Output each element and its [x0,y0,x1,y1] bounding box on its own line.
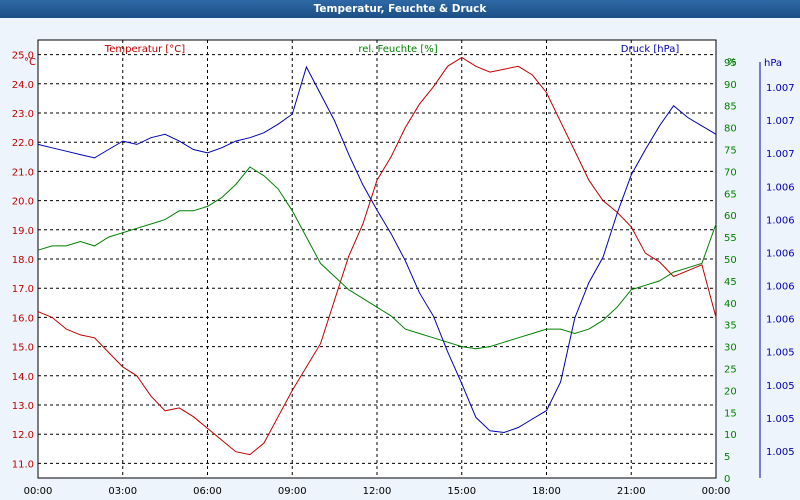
temperature-tick-label: 11.0 [12,459,34,470]
pressure-tick-label: 1.006 [766,248,795,259]
pressure-axis-unit: hPa [764,58,782,69]
pressure-tick-label: 1.006 [766,215,795,226]
humidity-line [37,166,717,350]
x-tick-time-label: 09:00 [278,486,307,497]
x-tick-time-label: 00:00 [702,486,731,497]
temperature-line [37,56,717,456]
temperature-tick-label: 14.0 [12,372,34,383]
pressure-series-label: Druck [hPa] [621,44,680,55]
pressure-tick-label: 1.005 [766,348,795,359]
x-tick-time-label: 15:00 [447,486,476,497]
temperature-tick-label: 19.0 [12,226,34,237]
temperature-tick-label: 23.0 [12,109,34,120]
humidity-tick-label: 30 [724,343,737,354]
humidity-tick-label: 20 [724,386,737,397]
humidity-tick-label: 80 [724,124,737,135]
x-tick-time-label: 18:00 [532,486,561,497]
humidity-tick-label: 90 [724,80,737,91]
axis-labels: °C Temperatur [°C] rel. Feuchte [%] Druc… [24,44,782,69]
tick-labels: 25.0 24.0 23.0 22.0 21.0 20.0 19.0 18.0 17.0 16.0… [12,51,795,497]
x-tick-time-label: 03:00 [108,486,137,497]
pressure-line [37,65,717,434]
humidity-tick-label: 60 [724,211,737,222]
temperature-tick-label: 13.0 [12,401,34,412]
humidity-tick-label: 35 [724,321,737,332]
humidity-tick-label: 65 [724,189,737,200]
humidity-tick-label: 5 [724,452,730,463]
pressure-tick-label: 1.005 [766,381,795,392]
humidity-tick-label: 70 [724,167,737,178]
humidity-tick-label: 85 [724,102,737,113]
humidity-axis-unit: % [727,57,737,68]
pressure-tick-label: 1.006 [766,182,795,193]
series-lines [37,56,717,456]
temperature-tick-label: 25.0 [12,51,34,62]
humidity-tick-label: 15 [724,408,737,419]
humidity-tick-label: 55 [724,233,737,244]
humidity-tick-label: 10 [724,430,737,441]
temperature-tick-label: 21.0 [12,167,34,178]
humidity-tick-label: 75 [724,146,737,157]
x-tick-time-label: 06:00 [193,486,222,497]
pressure-tick-label: 1.007 [766,116,795,127]
humidity-tick-label: 0 [724,474,730,485]
temperature-axis-unit: °C [24,57,36,68]
temperature-series-label: Temperatur [°C] [104,44,185,55]
humidity-tick-label: 50 [724,255,737,266]
temperature-tick-label: 17.0 [12,284,34,295]
pressure-tick-label: 1.006 [766,282,795,293]
temperature-tick-label: 20.0 [12,197,34,208]
humidity-tick-label: 45 [724,277,737,288]
pressure-tick-label: 1.006 [766,315,795,326]
chart-title: Temperatur, Feuchte & Druck [0,0,800,18]
chart: °C Temperatur [°C] rel. Feuchte [%] Druc… [0,18,800,500]
temperature-tick-label: 15.0 [12,343,34,354]
x-tick-time-label: 00:00 [24,486,53,497]
pressure-tick-label: 1.007 [766,149,795,160]
humidity-tick-label: 40 [724,299,737,310]
pressure-tick-label: 1.007 [766,83,795,94]
temperature-tick-label: 18.0 [12,255,34,266]
humidity-series-label: rel. Feuchte [%] [358,44,437,55]
humidity-tick-label: 25 [724,365,737,376]
x-tick-time-label: 21:00 [617,486,646,497]
temperature-tick-label: 22.0 [12,138,34,149]
humidity-tick-label: 95 [724,58,737,69]
temperature-tick-label: 16.0 [12,313,34,324]
pressure-tick-label: 1.005 [766,414,795,425]
pressure-tick-label: 1.005 [766,447,795,458]
temperature-tick-label: 24.0 [12,80,34,91]
x-tick-time-label: 12:00 [363,486,392,497]
temperature-tick-label: 12.0 [12,430,34,441]
